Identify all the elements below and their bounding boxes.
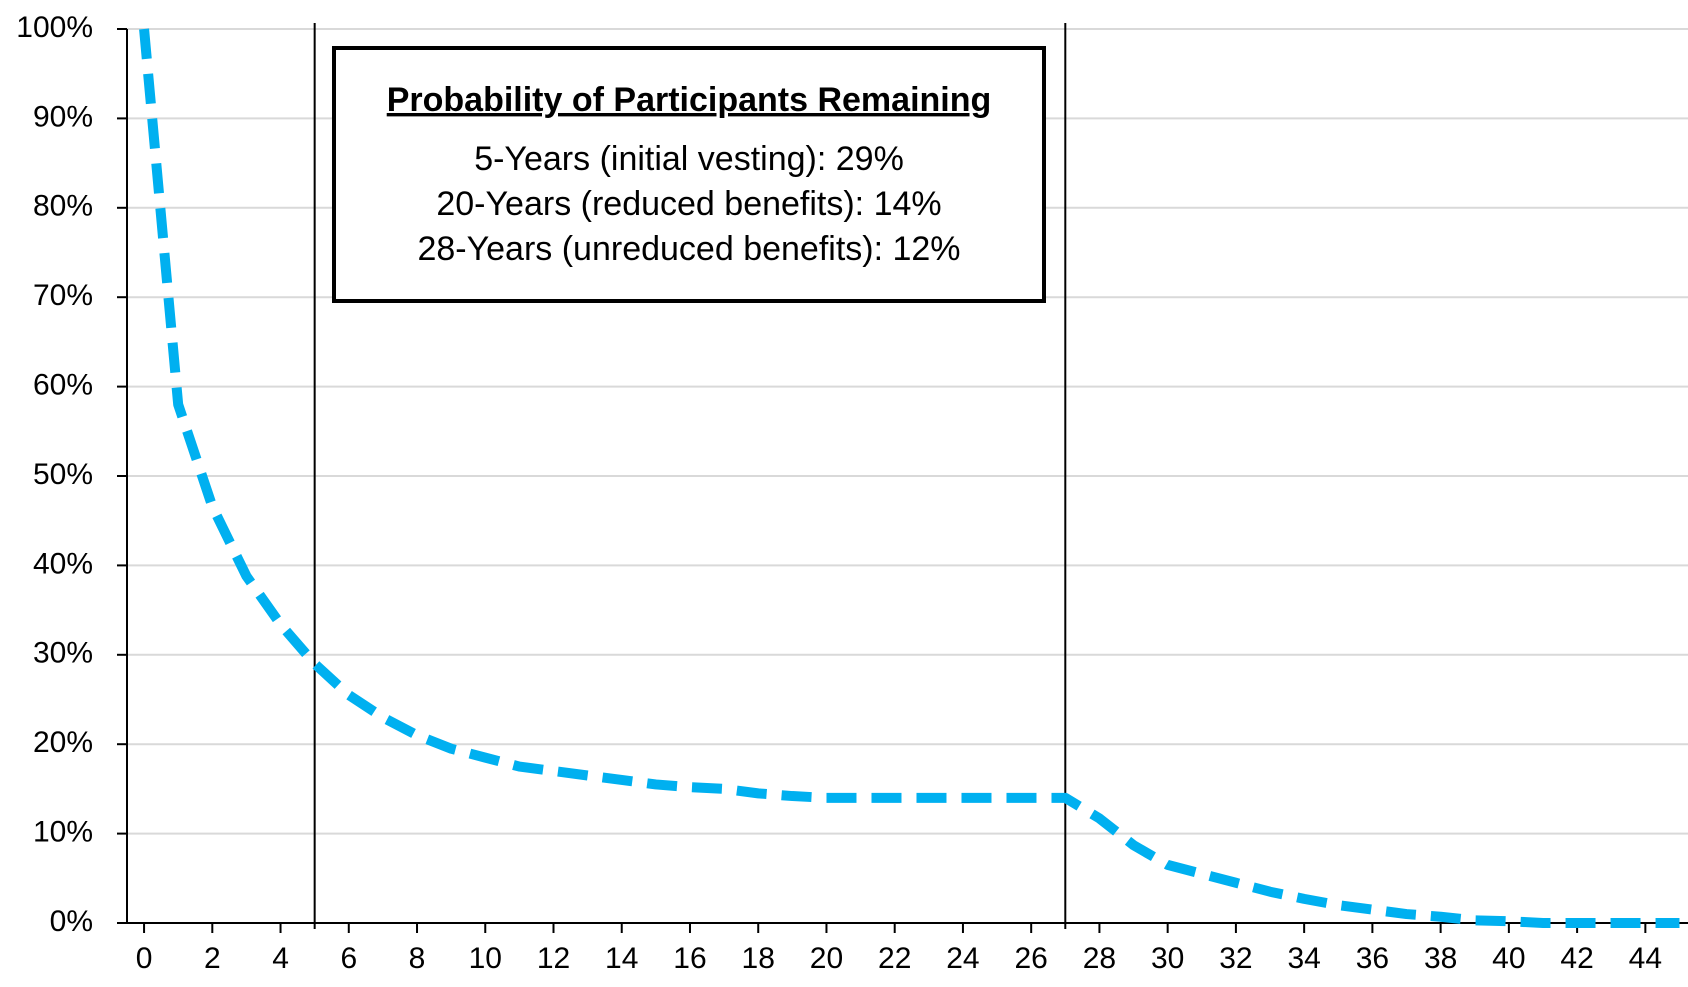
y-tick-label: 0% — [50, 905, 93, 938]
x-tick-label: 36 — [1356, 942, 1389, 975]
data-line — [139, 28, 1680, 928]
x-tick-label: 38 — [1424, 942, 1457, 975]
x-tick-label: 14 — [605, 942, 638, 975]
y-tick-label: 100% — [16, 11, 93, 44]
annotation-title: Probability of Participants Remaining — [387, 81, 992, 119]
x-tick-label: 8 — [409, 942, 426, 975]
x-tick-label: 26 — [1014, 942, 1047, 975]
y-tick-label: 90% — [33, 100, 93, 133]
x-tick-label: 10 — [469, 942, 502, 975]
annotation-line: 28-Years (unreduced benefits): 12% — [417, 230, 960, 268]
x-tick-label: 20 — [810, 942, 843, 975]
x-tick-label: 42 — [1560, 942, 1593, 975]
y-tick-label: 20% — [33, 726, 93, 759]
y-tick-label: 40% — [33, 547, 93, 580]
annotation-line: 5-Years (initial vesting): 29% — [474, 140, 904, 178]
y-tick-label: 80% — [33, 190, 93, 223]
x-tick-label: 34 — [1287, 942, 1320, 975]
x-tick-label: 32 — [1219, 942, 1252, 975]
y-tick-label: 10% — [33, 816, 93, 849]
x-tick-label: 0 — [136, 942, 153, 975]
x-tick-label: 30 — [1151, 942, 1184, 975]
annotation-box — [332, 46, 1046, 303]
y-tick-label: 50% — [33, 458, 93, 491]
x-tick-label: 16 — [673, 942, 706, 975]
x-tick-label: 22 — [878, 942, 911, 975]
x-tick-label: 24 — [946, 942, 979, 975]
x-tick-label: 2 — [204, 942, 221, 975]
x-tick-label: 4 — [272, 942, 289, 975]
y-tick-label: 30% — [33, 637, 93, 670]
x-tick-label: 12 — [537, 942, 570, 975]
x-tick-label: 18 — [742, 942, 775, 975]
x-tick-label: 44 — [1629, 942, 1662, 975]
y-tick-label: 60% — [33, 369, 93, 402]
x-tick-label: 40 — [1492, 942, 1525, 975]
x-tick-label: 28 — [1083, 942, 1116, 975]
x-tick-label: 6 — [340, 942, 357, 975]
y-tick-label: 70% — [33, 279, 93, 312]
annotation-line: 20-Years (reduced benefits): 14% — [436, 185, 941, 223]
